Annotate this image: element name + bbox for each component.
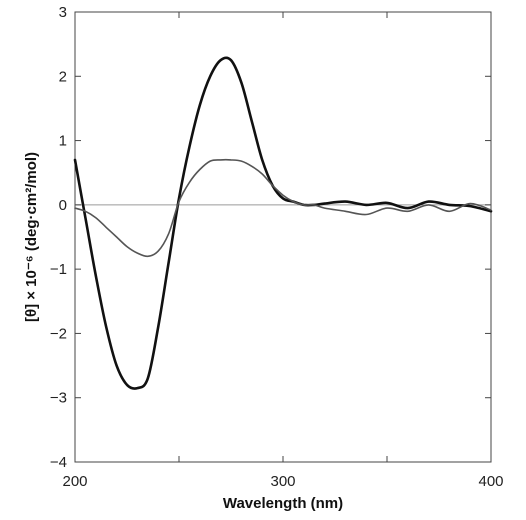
series-line-1: [73, 56, 493, 390]
x-axis-title: Wavelength (nm): [223, 495, 343, 512]
x-tick-label: 300: [270, 473, 295, 490]
y-axis-title: [θ] × 10⁻⁶ (deg·cm²/mol): [23, 152, 40, 322]
y-tick-label: −2: [50, 325, 67, 342]
x-tick-label: 200: [62, 473, 87, 490]
y-tick-label: 1: [59, 133, 67, 150]
y-tick-label: −3: [50, 390, 67, 407]
y-tick-label: −4: [50, 454, 67, 471]
y-tick-label: 0: [59, 197, 67, 214]
y-tick-label: 3: [59, 4, 67, 21]
y-tick-label: 2: [59, 68, 67, 85]
plot-frame: [74, 11, 492, 463]
y-tick-label: −1: [50, 261, 67, 278]
x-tick-label: 400: [478, 473, 503, 490]
series-line-2: [74, 158, 492, 258]
